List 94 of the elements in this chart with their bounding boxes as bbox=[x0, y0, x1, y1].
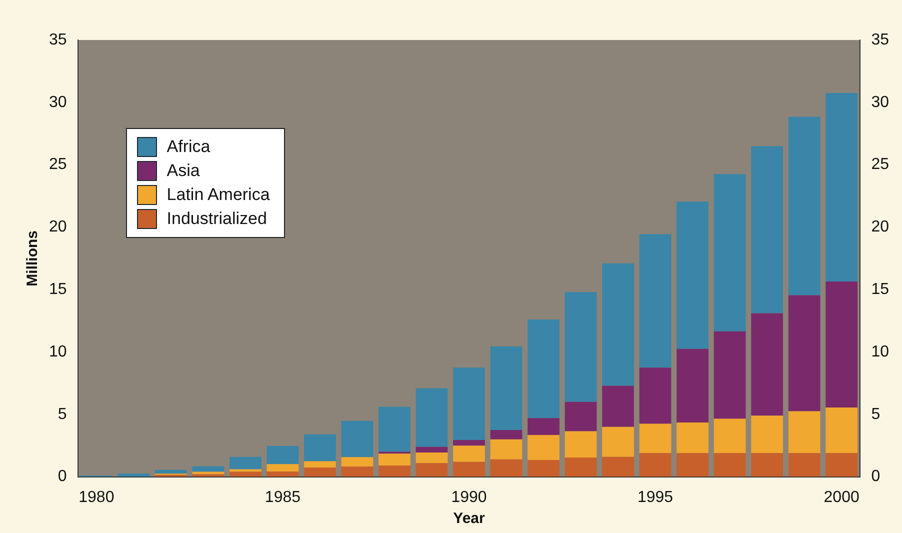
bar bbox=[788, 411, 820, 454]
bar bbox=[378, 406, 410, 452]
bar bbox=[602, 386, 634, 427]
bar bbox=[528, 434, 560, 460]
bar bbox=[676, 202, 708, 349]
bar bbox=[304, 461, 336, 468]
x-tick-label: 1990 bbox=[451, 488, 487, 506]
bar bbox=[528, 418, 560, 435]
bar bbox=[230, 472, 262, 477]
bar bbox=[490, 439, 522, 460]
bar bbox=[564, 292, 597, 402]
bar bbox=[639, 424, 672, 454]
bar bbox=[676, 422, 708, 454]
bar bbox=[490, 346, 522, 430]
bar bbox=[304, 467, 336, 477]
legend-label: Industrialized bbox=[166, 209, 267, 229]
bar bbox=[416, 388, 448, 447]
bar bbox=[453, 462, 485, 477]
y-tick-label: 15 bbox=[49, 281, 67, 298]
bar bbox=[826, 408, 858, 454]
y2-tick-label: 0 bbox=[871, 468, 880, 486]
bar bbox=[416, 446, 448, 452]
bar bbox=[266, 472, 299, 477]
bar bbox=[453, 368, 485, 440]
bar bbox=[602, 426, 634, 457]
bar bbox=[788, 453, 820, 477]
y-tick-label: 30 bbox=[49, 94, 67, 111]
bar bbox=[118, 474, 150, 477]
x-tick-label: 2000 bbox=[824, 488, 860, 506]
bar bbox=[714, 453, 746, 477]
y2-tick-label: 5 bbox=[871, 406, 880, 423]
bar bbox=[714, 174, 746, 332]
y-tick-label: 35 bbox=[49, 31, 67, 48]
y-tick-label: 25 bbox=[49, 156, 67, 174]
y2-tick-label: 10 bbox=[871, 343, 890, 360]
bar bbox=[564, 457, 597, 477]
bar bbox=[751, 416, 783, 454]
x-tick-label: 1985 bbox=[264, 488, 301, 506]
bar bbox=[714, 418, 746, 454]
bar bbox=[378, 454, 410, 466]
legend-label: Asia bbox=[166, 161, 200, 181]
bar bbox=[192, 466, 224, 472]
bar bbox=[416, 463, 448, 477]
bar bbox=[453, 446, 485, 462]
bar bbox=[826, 453, 858, 477]
bar bbox=[788, 116, 820, 296]
y2-tick-label: 20 bbox=[871, 218, 890, 236]
x-tick-label: 1980 bbox=[78, 488, 114, 506]
y-tick-label: 0 bbox=[58, 468, 67, 486]
legend-label: Africa bbox=[166, 137, 210, 157]
bar bbox=[378, 465, 410, 477]
y-tick-label: 5 bbox=[58, 406, 67, 423]
y2-tick-label: 35 bbox=[871, 31, 890, 48]
legend-label: Latin America bbox=[166, 185, 270, 205]
bar bbox=[266, 446, 299, 464]
bar bbox=[788, 295, 820, 412]
bar bbox=[751, 146, 783, 314]
x-tick-label: 1995 bbox=[637, 488, 674, 506]
bar bbox=[676, 453, 708, 477]
bar bbox=[751, 453, 783, 477]
bar bbox=[341, 457, 374, 466]
bar bbox=[826, 281, 858, 408]
y2-tick-label: 15 bbox=[871, 281, 890, 298]
y2-tick-label: 30 bbox=[871, 94, 890, 111]
bar bbox=[751, 313, 783, 416]
bar bbox=[528, 460, 560, 477]
bar bbox=[416, 452, 448, 464]
bar bbox=[714, 331, 746, 419]
bar bbox=[192, 472, 224, 474]
bar bbox=[304, 434, 336, 462]
y-tick-label: 20 bbox=[49, 218, 67, 236]
y-tick-label: 10 bbox=[49, 343, 67, 360]
bar bbox=[639, 368, 672, 424]
bar bbox=[639, 234, 672, 368]
bar bbox=[490, 430, 522, 440]
bar bbox=[564, 402, 597, 432]
bar bbox=[341, 466, 374, 477]
bar bbox=[453, 440, 485, 446]
bar bbox=[230, 456, 262, 470]
bar bbox=[564, 431, 597, 458]
bar bbox=[490, 459, 522, 477]
bar bbox=[155, 470, 187, 474]
y2-tick-label: 25 bbox=[871, 156, 890, 174]
bar bbox=[266, 464, 299, 472]
bar bbox=[676, 348, 708, 423]
bar bbox=[639, 453, 672, 477]
x-axis-title: Year bbox=[453, 510, 486, 528]
bar bbox=[602, 263, 634, 386]
y-axis-title: Millions bbox=[24, 230, 42, 286]
bar bbox=[528, 320, 560, 418]
bar bbox=[826, 93, 858, 282]
bar bbox=[341, 420, 374, 458]
bar bbox=[230, 469, 262, 472]
bar bbox=[602, 456, 634, 477]
